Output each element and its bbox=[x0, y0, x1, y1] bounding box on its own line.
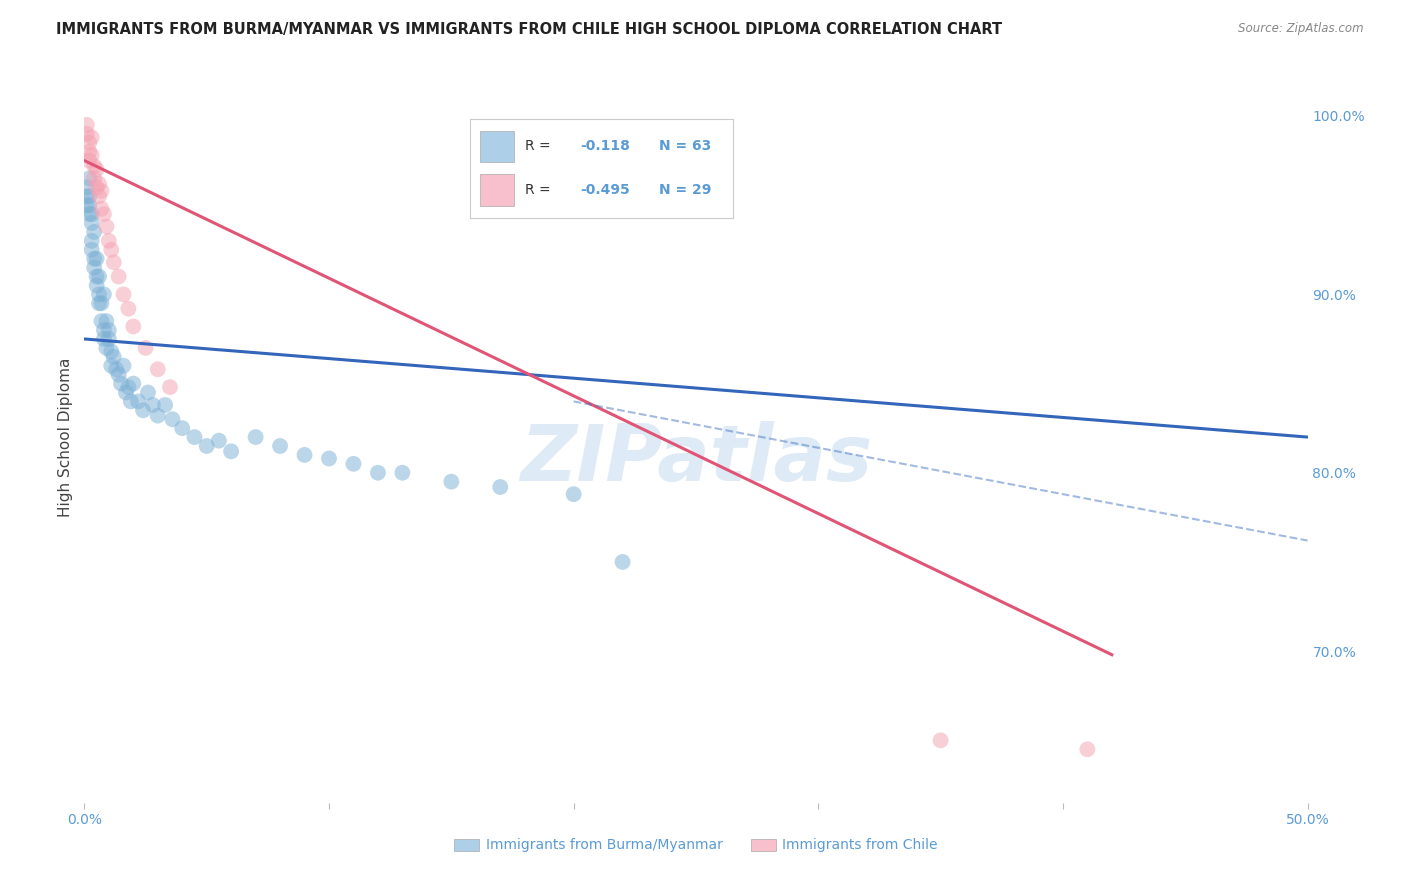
Point bbox=[90, 296, 112, 310]
Point bbox=[135, 341, 157, 355]
Text: ZIPatlas: ZIPatlas bbox=[520, 421, 872, 497]
Point bbox=[76, 180, 98, 194]
Point bbox=[90, 184, 112, 198]
Point bbox=[93, 323, 115, 337]
Point bbox=[127, 394, 149, 409]
Point bbox=[103, 350, 125, 364]
Point bbox=[172, 421, 194, 435]
Point bbox=[159, 380, 181, 394]
Point bbox=[318, 451, 340, 466]
Point bbox=[367, 466, 389, 480]
Point bbox=[195, 439, 218, 453]
Point bbox=[83, 260, 105, 275]
Point bbox=[97, 323, 120, 337]
Point bbox=[93, 287, 115, 301]
Point bbox=[93, 332, 115, 346]
Point bbox=[269, 439, 291, 453]
Point bbox=[489, 480, 512, 494]
Point bbox=[83, 171, 105, 186]
Point bbox=[120, 394, 142, 409]
Point bbox=[77, 153, 100, 168]
Point bbox=[97, 332, 120, 346]
Point bbox=[612, 555, 634, 569]
Point bbox=[80, 207, 103, 221]
Point bbox=[77, 145, 100, 159]
Point bbox=[80, 216, 103, 230]
Point bbox=[1076, 742, 1098, 756]
Point bbox=[391, 466, 413, 480]
Point bbox=[142, 398, 165, 412]
Point bbox=[100, 243, 122, 257]
Point bbox=[294, 448, 316, 462]
Point bbox=[86, 162, 108, 177]
Point bbox=[83, 225, 105, 239]
Point bbox=[132, 403, 155, 417]
Point bbox=[76, 198, 98, 212]
Point bbox=[96, 341, 118, 355]
Point bbox=[77, 171, 100, 186]
Y-axis label: High School Diploma: High School Diploma bbox=[58, 358, 73, 516]
Point bbox=[219, 444, 242, 458]
Point bbox=[117, 380, 139, 394]
Point bbox=[80, 243, 103, 257]
Point bbox=[122, 376, 145, 391]
Point bbox=[77, 189, 100, 203]
Point bbox=[77, 207, 100, 221]
Point bbox=[83, 159, 105, 173]
Point bbox=[153, 398, 176, 412]
Point bbox=[107, 368, 129, 382]
Text: IMMIGRANTS FROM BURMA/MYANMAR VS IMMIGRANTS FROM CHILE HIGH SCHOOL DIPLOMA CORRE: IMMIGRANTS FROM BURMA/MYANMAR VS IMMIGRA… bbox=[56, 22, 1002, 37]
Point bbox=[83, 252, 105, 266]
Point bbox=[80, 234, 103, 248]
Point bbox=[117, 301, 139, 316]
Point bbox=[76, 127, 98, 141]
Point bbox=[107, 269, 129, 284]
Point bbox=[100, 344, 122, 359]
Point bbox=[146, 362, 169, 376]
Point bbox=[136, 385, 159, 400]
Point bbox=[96, 219, 118, 234]
Point bbox=[440, 475, 463, 489]
Text: Source: ZipAtlas.com: Source: ZipAtlas.com bbox=[1239, 22, 1364, 36]
Point bbox=[87, 189, 110, 203]
Point bbox=[100, 359, 122, 373]
Point bbox=[146, 409, 169, 423]
Point bbox=[77, 136, 100, 150]
Point bbox=[87, 296, 110, 310]
Point bbox=[87, 269, 110, 284]
Point bbox=[93, 207, 115, 221]
Point bbox=[115, 385, 138, 400]
Point bbox=[105, 362, 128, 376]
Point bbox=[342, 457, 364, 471]
Point bbox=[929, 733, 952, 747]
Point bbox=[245, 430, 267, 444]
Point bbox=[87, 177, 110, 191]
Point bbox=[86, 252, 108, 266]
Point bbox=[112, 287, 135, 301]
Point bbox=[112, 359, 135, 373]
Point bbox=[97, 234, 120, 248]
Point bbox=[80, 148, 103, 162]
Point bbox=[90, 314, 112, 328]
Point bbox=[77, 198, 100, 212]
Point bbox=[122, 319, 145, 334]
Point bbox=[76, 118, 98, 132]
Point bbox=[162, 412, 184, 426]
Point bbox=[110, 376, 132, 391]
Legend: Immigrants from Burma/Myanmar, Immigrants from Chile: Immigrants from Burma/Myanmar, Immigrant… bbox=[449, 833, 943, 858]
Point bbox=[103, 255, 125, 269]
Point bbox=[90, 202, 112, 216]
Point bbox=[183, 430, 205, 444]
Point bbox=[86, 278, 108, 293]
Point bbox=[86, 180, 108, 194]
Point bbox=[76, 189, 98, 203]
Point bbox=[86, 269, 108, 284]
Point bbox=[96, 314, 118, 328]
Point bbox=[208, 434, 231, 448]
Point bbox=[562, 487, 585, 501]
Point bbox=[80, 130, 103, 145]
Point bbox=[87, 287, 110, 301]
